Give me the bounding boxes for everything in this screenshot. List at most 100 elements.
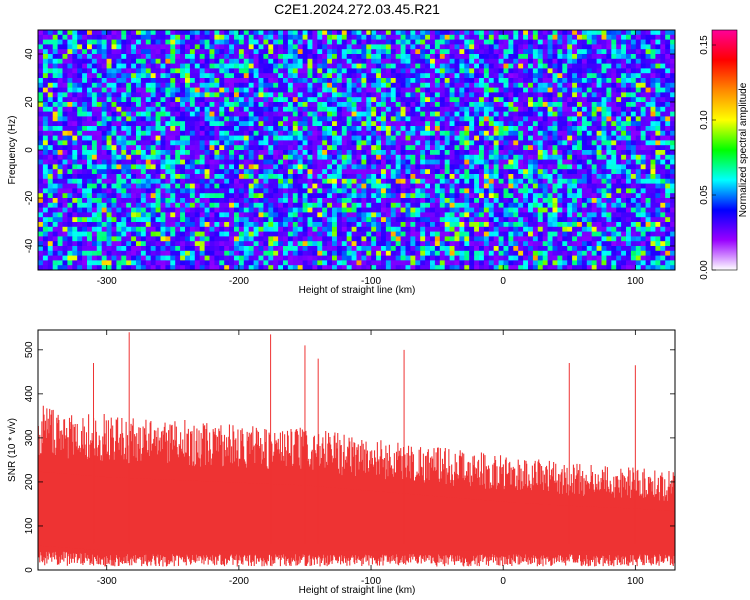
heatmap-cell [87, 87, 93, 93]
heatmap-cell [547, 164, 553, 170]
heatmap-cell [366, 126, 372, 132]
heatmap-cell [606, 58, 612, 64]
heatmap-cell [503, 126, 509, 132]
heatmap-cell [630, 30, 637, 36]
heatmap-cell [57, 140, 63, 146]
heatmap-cell [606, 183, 612, 189]
heatmap-cell [189, 111, 196, 117]
heatmap-cell [434, 39, 441, 45]
heatmap-cell [547, 198, 553, 204]
heatmap-cell [670, 169, 676, 175]
heatmap-cell [302, 102, 308, 108]
heatmap-cell [140, 154, 147, 160]
heatmap-cell [513, 154, 519, 160]
heatmap-cell [390, 202, 397, 208]
heatmap-cell [577, 150, 583, 156]
heatmap-cell [199, 174, 205, 180]
heatmap-cell [557, 106, 563, 112]
heatmap-cell [91, 92, 98, 98]
heatmap-cell [87, 111, 93, 117]
heatmap-cell [415, 87, 421, 93]
heatmap-cell [62, 135, 68, 141]
heatmap-cell [57, 126, 63, 132]
heatmap-cell [116, 188, 122, 194]
heatmap-cell [106, 54, 112, 60]
heatmap-cell [528, 73, 534, 79]
heatmap-cell [106, 34, 112, 40]
heatmap-cell [430, 169, 436, 175]
heatmap-cell [189, 102, 196, 108]
heatmap-cell [670, 154, 676, 160]
heatmap-cell [630, 106, 637, 112]
heatmap-cell [155, 140, 161, 146]
heatmap-cell [194, 102, 201, 108]
heatmap-cell [185, 126, 191, 132]
heatmap-cell [140, 63, 147, 69]
heatmap-cell [635, 111, 642, 117]
heatmap-cell [425, 34, 431, 40]
heatmap-cell [356, 126, 362, 132]
heatmap-cell [229, 116, 235, 122]
heatmap-cell [547, 73, 553, 79]
heatmap-cell [474, 44, 480, 50]
heatmap-cell [439, 202, 446, 208]
heatmap-cell [361, 126, 367, 132]
heatmap-cell [283, 212, 289, 218]
heatmap-cell [523, 58, 529, 64]
heatmap-cell [425, 58, 431, 64]
heatmap-cell [341, 164, 348, 170]
heatmap-cell [557, 140, 563, 146]
heatmap-cell [180, 135, 186, 141]
heatmap-cell [263, 130, 269, 136]
heatmap-cell [214, 135, 220, 141]
heatmap-cell [322, 150, 328, 156]
heatmap-cell [189, 178, 196, 184]
heatmap-cell [405, 178, 411, 184]
heatmap-cell [498, 135, 504, 141]
heatmap-cell [268, 111, 274, 117]
heatmap-cell [189, 154, 196, 160]
heatmap-cell [537, 174, 544, 180]
heatmap-cell [400, 121, 406, 127]
heatmap-cell [640, 116, 646, 122]
heatmap-cell [150, 212, 156, 218]
heatmap-cell [96, 106, 103, 112]
heatmap-cell [410, 106, 416, 112]
heatmap-cell [469, 82, 475, 88]
heatmap-cell [278, 111, 284, 117]
heatmap-cell [292, 97, 299, 103]
heatmap-cell [106, 126, 112, 132]
heatmap-cell [586, 198, 593, 204]
heatmap-cell [645, 154, 651, 160]
heatmap-cell [400, 68, 406, 74]
heatmap-cell [542, 39, 548, 45]
heatmap-cell [47, 126, 54, 132]
heatmap-cell [567, 198, 573, 204]
heatmap-cell [439, 63, 446, 69]
heatmap-cell [238, 54, 245, 60]
heatmap-cell [479, 39, 485, 45]
heatmap-cell [449, 102, 455, 108]
heatmap-cell [317, 111, 323, 117]
heatmap-cell [449, 193, 455, 199]
heatmap-cell [650, 78, 656, 84]
heatmap-cell [670, 82, 676, 88]
heatmap-cell [434, 54, 441, 60]
heatmap-cell [444, 183, 450, 189]
heatmap-cell [586, 140, 593, 146]
heatmap-cell [341, 174, 348, 180]
heatmap-cell [528, 202, 534, 208]
heatmap-cell [518, 44, 524, 50]
heatmap-cell [52, 154, 58, 160]
heatmap-cell [229, 178, 235, 184]
heatmap-cell [243, 193, 250, 199]
heatmap-cell [371, 183, 377, 189]
heatmap-cell [606, 202, 612, 208]
heatmap-cell [577, 34, 583, 40]
heatmap-cell [248, 154, 254, 160]
heatmap-cell [131, 145, 137, 151]
heatmap-cell [640, 39, 646, 45]
heatmap-cell [234, 49, 240, 55]
heatmap-cell [493, 58, 499, 64]
heatmap-cell [42, 82, 49, 88]
